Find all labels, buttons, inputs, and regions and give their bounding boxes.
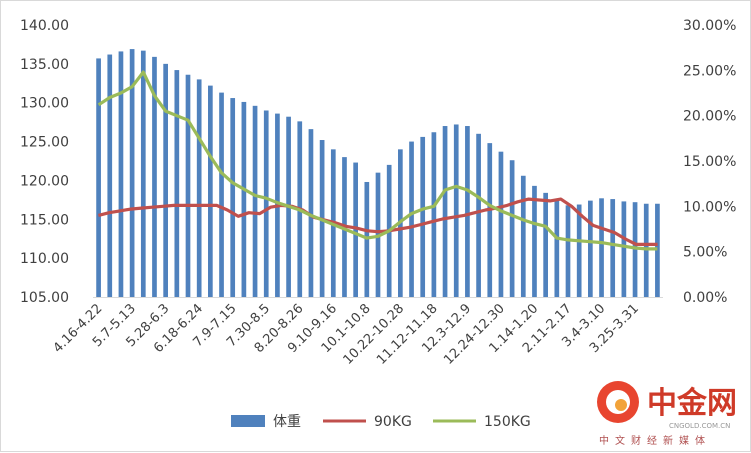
weight-bar	[353, 162, 358, 297]
weight-bar	[543, 192, 548, 297]
weight-bar	[532, 185, 537, 297]
weight-bar	[554, 199, 560, 297]
weight-bar	[152, 56, 157, 298]
y-right-tick-label: 25.00%	[683, 63, 736, 79]
weight-bar	[118, 51, 124, 298]
weight-bar	[219, 92, 224, 298]
x-axis: 4.16-4.225.7-5.135.28-6.36.18-6.247.9-7.…	[51, 297, 663, 368]
y-left-tick-label: 105.00	[20, 290, 69, 306]
right-y-axis: 0.00% 5.00% 10.00% 15.00% 20.00% 25.00% 30.00%	[683, 18, 736, 306]
y-right-tick-label: 15.00%	[683, 154, 736, 170]
weight-bar	[174, 70, 180, 298]
weight-bar	[140, 50, 146, 297]
legend-label-150kg: 150KG	[484, 414, 531, 430]
weight-bar	[576, 204, 582, 297]
weight-bar	[420, 136, 426, 297]
line-150kg	[97, 70, 658, 251]
weight-bar	[431, 132, 437, 297]
weight-bar	[263, 110, 269, 297]
y-right-tick-label: 0.00%	[683, 290, 727, 306]
weight-bar	[520, 175, 526, 297]
legend-label-weight: 体重	[273, 414, 301, 430]
brand-watermark: 中金网 CNGOLD.COM.CN 中文财经新媒体	[597, 381, 737, 447]
weight-bar	[453, 124, 459, 297]
weight-bar	[96, 58, 101, 297]
weight-bar	[241, 101, 247, 298]
weight-bar	[252, 105, 258, 297]
brand-logo-dot	[615, 399, 627, 411]
legend-swatch-weight	[231, 415, 265, 427]
y-right-tick-label: 30.00%	[683, 18, 736, 34]
weight-bar	[509, 160, 515, 297]
weight-bar	[487, 143, 493, 297]
legend-label-90kg: 90KG	[374, 414, 412, 430]
weight-bar	[655, 203, 660, 297]
weight-bar	[588, 200, 593, 297]
y-right-tick-label: 10.00%	[683, 199, 736, 215]
y-right-tick-label: 20.00%	[683, 109, 736, 125]
y-right-tick-label: 5.00%	[683, 245, 727, 261]
weight-bar	[129, 49, 135, 297]
weight-bar	[498, 151, 504, 297]
brand-slogan: 中文财经新媒体	[599, 434, 711, 447]
chart-legend: 体重 90KG 150KG	[231, 414, 531, 430]
weight-bar	[465, 126, 470, 298]
weight-bar	[185, 74, 191, 297]
y-left-tick-label: 125.00	[20, 135, 69, 151]
y-left-tick-label: 140.00	[20, 18, 69, 34]
weight-bar	[163, 63, 168, 297]
y-left-tick-label: 130.00	[20, 96, 69, 112]
left-y-axis: 105.00 110.00 115.00 120.00 125.00 130.00 135.…	[20, 18, 69, 306]
weight-bar	[230, 98, 236, 298]
brand-url: CNGOLD.COM.CN	[669, 422, 730, 430]
weight-bar	[442, 126, 448, 298]
y-left-tick-label: 115.00	[20, 212, 69, 228]
y-left-tick-label: 110.00	[20, 251, 69, 267]
weight-bar	[196, 79, 202, 298]
weight-bar	[621, 201, 627, 297]
line-series	[97, 70, 658, 251]
weight-bar-series	[96, 49, 660, 298]
weight-bar	[476, 133, 481, 297]
weight-bar	[208, 85, 213, 297]
weight-bar	[308, 129, 314, 297]
weight-bar	[409, 141, 414, 297]
weight-bar	[107, 54, 113, 297]
weight-bar	[599, 198, 604, 297]
y-left-tick-label: 120.00	[20, 173, 69, 189]
brand-name: 中金网	[647, 386, 737, 421]
weight-bar	[610, 199, 616, 297]
weight-bar	[565, 205, 571, 297]
line-90kg	[98, 197, 658, 246]
y-left-tick-label: 135.00	[20, 57, 69, 73]
